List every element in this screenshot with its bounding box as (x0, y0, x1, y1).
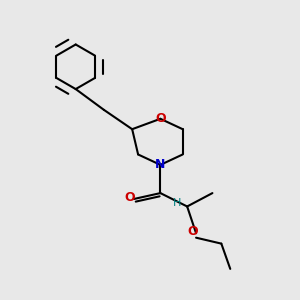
Text: O: O (124, 191, 134, 204)
Text: H: H (172, 199, 181, 208)
Text: O: O (188, 225, 198, 238)
Text: N: N (155, 158, 166, 171)
Text: O: O (155, 112, 166, 125)
